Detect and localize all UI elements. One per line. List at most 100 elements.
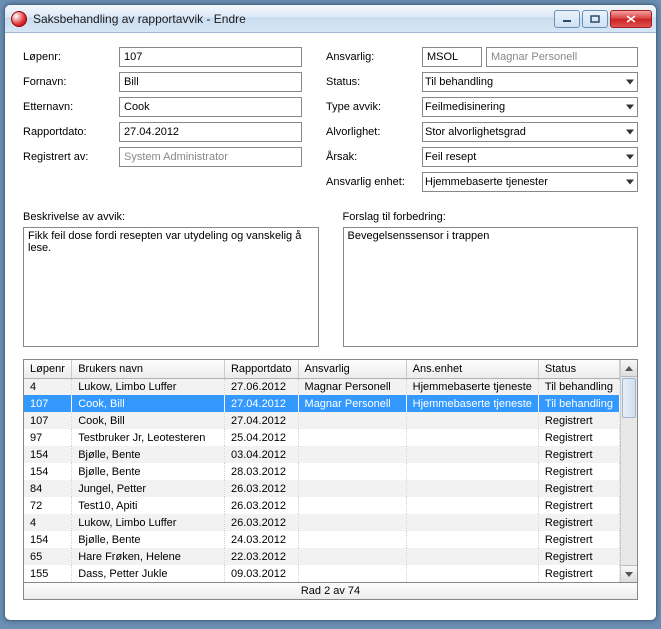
cell-enhet (406, 446, 538, 463)
cell-ansvarlig (298, 514, 406, 531)
th-enhet[interactable]: Ans.enhet (406, 360, 538, 378)
window-controls (554, 10, 652, 28)
cell-lopenr: 65 (24, 548, 72, 565)
table-row[interactable]: 107Cook, Bill27.04.2012Magnar PersonellH… (24, 395, 620, 412)
close-button[interactable] (610, 10, 652, 28)
cell-lopenr: 154 (24, 446, 72, 463)
cell-lopenr: 72 (24, 497, 72, 514)
input-fornavn[interactable] (119, 72, 302, 92)
cell-lopenr: 4 (24, 514, 72, 531)
input-ansvarlig-name (486, 47, 638, 67)
input-lopenr[interactable] (119, 47, 302, 67)
description-section: Beskrivelse av avvik: Forslag til forbed… (23, 211, 638, 347)
cell-lopenr: 154 (24, 463, 72, 480)
scroll-thumb[interactable] (622, 378, 636, 418)
table-row[interactable]: 155Dass, Petter Jukle09.03.2012Registrer… (24, 565, 620, 582)
cell-navn: Jungel, Petter (72, 480, 225, 497)
cell-enhet: Hjemmebaserte tjeneste (406, 395, 538, 412)
cell-ansvarlig (298, 412, 406, 429)
titlebar[interactable]: Saksbehandling av rapportavvik - Endre (5, 5, 656, 33)
cell-navn: Test10, Apiti (72, 497, 225, 514)
input-rapportdato[interactable] (119, 122, 302, 142)
table-row[interactable]: 84Jungel, Petter26.03.2012Registrert (24, 480, 620, 497)
label-etternavn: Etternavn: (23, 101, 119, 113)
vertical-scrollbar[interactable] (620, 360, 637, 582)
th-lopenr[interactable]: Løpenr (24, 360, 72, 378)
label-ansvarlig: Ansvarlig: (326, 51, 422, 63)
select-ansvarlig-enhet[interactable]: Hjemmebaserte tjenester (422, 172, 638, 192)
cell-lopenr: 97 (24, 429, 72, 446)
cell-navn: Hare Frøken, Helene (72, 548, 225, 565)
cell-navn: Lukow, Limbo Luffer (72, 378, 225, 395)
cell-ansvarlig (298, 531, 406, 548)
th-dato[interactable]: Rapportdato (224, 360, 298, 378)
select-type-avvik[interactable]: Feilmedisinering (422, 97, 638, 117)
table-row[interactable]: 107Cook, Bill27.04.2012 Registrert (24, 412, 620, 429)
table-row[interactable]: 154Bjølle, Bente28.03.2012Registrert (24, 463, 620, 480)
cell-lopenr: 107 (24, 412, 72, 429)
cell-status: Registrert (538, 548, 619, 565)
form-col-left: Løpenr: Fornavn: Etternavn: Rapportdato:… (23, 47, 302, 197)
cell-dato: 03.04.2012 (224, 446, 298, 463)
cell-lopenr: 107 (24, 395, 72, 412)
table-row[interactable]: 97Testbruker Jr, Leotesteren25.04.2012Re… (24, 429, 620, 446)
statusbar: Rad 2 av 74 (23, 583, 638, 600)
cell-status: Registrert (538, 565, 619, 582)
cell-status: Registrert (538, 497, 619, 514)
label-ansvarlig-enhet: Ansvarlig enhet: (326, 176, 422, 188)
table-row[interactable]: 4Lukow, Limbo Luffer27.06.2012Magnar Per… (24, 378, 620, 395)
cell-ansvarlig (298, 480, 406, 497)
cell-navn: Lukow, Limbo Luffer (72, 514, 225, 531)
cell-status: Til behandling (538, 378, 619, 395)
cell-dato: 28.03.2012 (224, 463, 298, 480)
cell-dato: 26.03.2012 (224, 514, 298, 531)
th-navn[interactable]: Brukers navn (72, 360, 225, 378)
cell-enhet: Hjemmebaserte tjeneste (406, 378, 538, 395)
scroll-up-button[interactable] (621, 360, 637, 377)
input-etternavn[interactable] (119, 97, 302, 117)
cell-dato: 25.04.2012 (224, 429, 298, 446)
label-lopenr: Løpenr: (23, 51, 119, 63)
label-alvorlighet: Alvorlighet: (326, 126, 422, 138)
cell-enhet (406, 548, 538, 565)
cell-status: Til behandling (538, 395, 619, 412)
cell-dato: 27.04.2012 (224, 412, 298, 429)
table-row[interactable]: 72Test10, Apiti26.03.2012Registrert (24, 497, 620, 514)
table-row[interactable]: 4Lukow, Limbo Luffer26.03.2012Registrert (24, 514, 620, 531)
cell-enhet (406, 514, 538, 531)
table-container: Løpenr Brukers navn Rapportdato Ansvarli… (23, 359, 638, 583)
cell-navn: Cook, Bill (72, 412, 225, 429)
th-status[interactable]: Status (538, 360, 619, 378)
cell-ansvarlig (298, 497, 406, 514)
textarea-beskrivelse[interactable] (23, 227, 319, 347)
select-alvorlighet[interactable]: Stor alvorlighetsgrad (422, 122, 638, 142)
results-table: Løpenr Brukers navn Rapportdato Ansvarli… (24, 360, 620, 582)
input-registrert-av (119, 147, 302, 167)
cell-status: Registrert (538, 412, 619, 429)
table-row[interactable]: 154Bjølle, Bente03.04.2012Registrert (24, 446, 620, 463)
label-registrert-av: Registrert av: (23, 151, 119, 163)
label-fornavn: Fornavn: (23, 76, 119, 88)
label-rapportdato: Rapportdato: (23, 126, 119, 138)
form-col-right: Ansvarlig: Status: Til behandling Type a… (326, 47, 638, 197)
cell-status: Registrert (538, 480, 619, 497)
cell-status: Registrert (538, 463, 619, 480)
app-window: Saksbehandling av rapportavvik - Endre L… (4, 4, 657, 621)
window-title: Saksbehandling av rapportavvik - Endre (33, 12, 554, 26)
cell-enhet (406, 480, 538, 497)
select-arsak[interactable]: Feil resept (422, 147, 638, 167)
cell-navn: Bjølle, Bente (72, 446, 225, 463)
th-ansvarlig[interactable]: Ansvarlig (298, 360, 406, 378)
textarea-forslag[interactable] (343, 227, 639, 347)
cell-ansvarlig (298, 548, 406, 565)
table-row[interactable]: 65Hare Frøken, Helene22.03.2012Registrer… (24, 548, 620, 565)
select-status[interactable]: Til behandling (422, 72, 638, 92)
content-area: Løpenr: Fornavn: Etternavn: Rapportdato:… (5, 33, 656, 620)
scroll-down-button[interactable] (621, 565, 637, 582)
cell-dato: 27.06.2012 (224, 378, 298, 395)
input-ansvarlig-code[interactable] (422, 47, 482, 67)
maximize-button[interactable] (582, 10, 608, 28)
table-row[interactable]: 154Bjølle, Bente24.03.2012Registrert (24, 531, 620, 548)
cell-enhet (406, 463, 538, 480)
minimize-button[interactable] (554, 10, 580, 28)
